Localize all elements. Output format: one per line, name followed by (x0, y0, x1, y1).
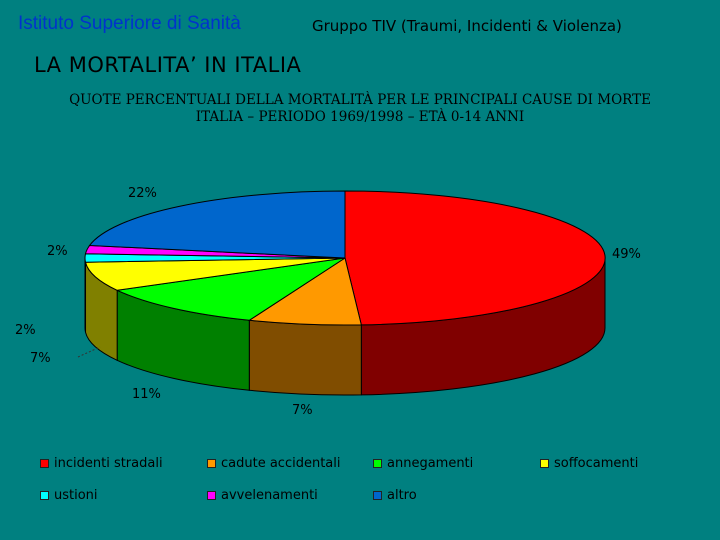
chart-title: LA MORTALITA’ IN ITALIA (34, 53, 302, 77)
legend-label: altro (387, 488, 417, 503)
slice-label-cadute-accidentali: 7% (292, 403, 313, 418)
legend-label: cadute accidentali (221, 456, 341, 471)
legend-item-ustioni: ustioni (40, 488, 98, 503)
pie-slice-soffocamenti (84, 257, 346, 291)
pie-side-ustioni (84, 257, 87, 333)
legend-item-altro: altro (373, 488, 417, 503)
legend-item-avvelenamenti: avvelenamenti (207, 488, 318, 503)
legend-swatch (540, 459, 549, 468)
legend-label: soffocamenti (554, 456, 639, 471)
leader-line (77, 346, 101, 358)
legend-label: avvelenamenti (221, 488, 318, 503)
legend-swatch (40, 491, 49, 500)
legend-swatch (373, 491, 382, 500)
legend-swatch (207, 459, 216, 468)
leader-lines (77, 346, 101, 358)
legend-item-annegamenti: annegamenti (373, 456, 473, 471)
slice-label-soffocamenti: 7% (30, 351, 51, 366)
pie-slice-altro (88, 190, 346, 259)
legend-item-cadute-accidentali: cadute accidentali (207, 456, 340, 471)
pie-side-cadute-accidentali (248, 319, 362, 396)
subtitle-line-2: ITALIA – PERIODO 1969/1998 – ETÀ 0-14 AN… (195, 109, 525, 125)
pie-tops (84, 190, 606, 326)
legend-swatch (40, 459, 49, 468)
pie-labels: 49% 7% 11% 7% 2% 2% 22% (15, 186, 641, 418)
legend-item-incidenti-stradali: incidenti stradali (40, 456, 163, 471)
legend-swatch (373, 459, 382, 468)
pie-slice-incidenti-stradali (344, 190, 606, 326)
legend-item-soffocamenti: soffocamenti (540, 456, 638, 471)
subtitle-line-1: QUOTE PERCENTUALI DELLA MORTALITÀ PER LE… (69, 92, 651, 108)
legend: incidenti stradali cadute accidentali anne… (40, 456, 680, 506)
legend-label: incidenti stradali (54, 456, 163, 471)
slice-label-annegamenti: 11% (132, 387, 161, 402)
slice-label-ustioni: 2% (15, 323, 36, 338)
organization-name: Istituto Superiore di Sanità (18, 13, 241, 34)
chart-subtitle: QUOTE PERCENTUALI DELLA MORTALITÀ PER LE… (20, 92, 700, 126)
legend-label: ustioni (54, 488, 98, 503)
slice-label-avvelenamenti: 2% (47, 244, 68, 259)
slice-label-altro: 22% (128, 186, 157, 201)
group-name: Gruppo TIV (Traumi, Incidenti & Violenza… (312, 17, 622, 35)
pie-slice-annegamenti (115, 257, 346, 321)
legend-swatch (207, 491, 216, 500)
legend-label: annegamenti (387, 456, 474, 471)
slice-label-incidenti-stradali: 49% (612, 247, 641, 262)
pie-slice-cadute-accidentali (247, 257, 362, 326)
